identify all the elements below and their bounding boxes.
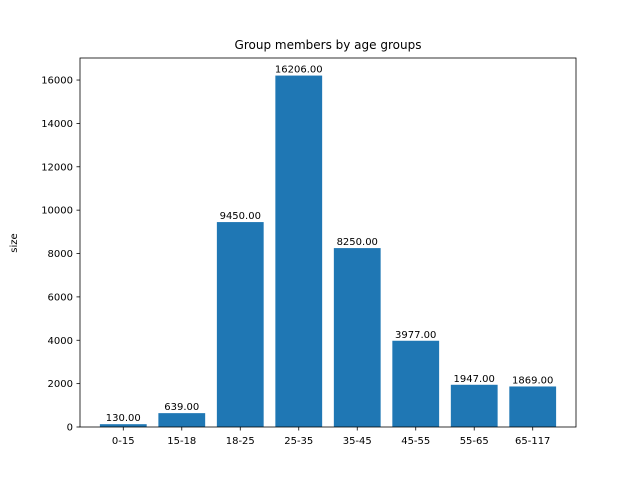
y-tick-label: 0 — [67, 423, 73, 434]
bar — [158, 413, 206, 427]
bar-value-label: 8250.00 — [337, 237, 378, 248]
x-tick-label: 45-55 — [401, 436, 430, 447]
x-tick-label: 18-25 — [226, 436, 255, 447]
bar — [99, 424, 147, 427]
bar-value-label: 3977.00 — [395, 330, 436, 341]
bar-value-label: 9450.00 — [220, 211, 261, 222]
bar — [392, 340, 440, 427]
bar — [333, 248, 381, 427]
bar-value-label: 1947.00 — [454, 374, 495, 385]
x-tick-label: 35-45 — [343, 436, 372, 447]
bar — [216, 222, 264, 427]
axes-frame — [79, 57, 577, 428]
bar — [275, 75, 323, 428]
bar — [450, 384, 498, 427]
y-tick-label: 14000 — [41, 119, 73, 130]
y-axis-label: size — [9, 233, 20, 252]
x-tick-label: 25-35 — [284, 436, 313, 447]
plot-area: 130.00 639.00 9450.00 16206.00 8250.00 3977.0… — [41, 57, 577, 447]
bar-value-label: 639.00 — [164, 402, 199, 413]
bar-value-label: 130.00 — [106, 413, 141, 424]
bar-value-label: 16206.00 — [275, 65, 323, 76]
y-tick-label: 12000 — [41, 162, 73, 173]
y-tick-label: 4000 — [48, 336, 73, 347]
x-tick-label: 55-65 — [460, 436, 489, 447]
x-tick-label: 15-18 — [167, 436, 196, 447]
bar — [509, 386, 557, 427]
y-tick-label: 6000 — [48, 292, 73, 303]
y-tick-label: 2000 — [48, 379, 73, 390]
x-tick-label: 0-15 — [112, 436, 135, 447]
chart-title: Group members by age groups — [235, 38, 422, 52]
y-tick-label: 16000 — [41, 76, 73, 87]
y-tick-label: 8000 — [48, 249, 73, 260]
x-tick-label: 65-117 — [515, 436, 550, 447]
bar-value-label: 1869.00 — [512, 375, 553, 386]
y-tick-label: 10000 — [41, 206, 73, 217]
